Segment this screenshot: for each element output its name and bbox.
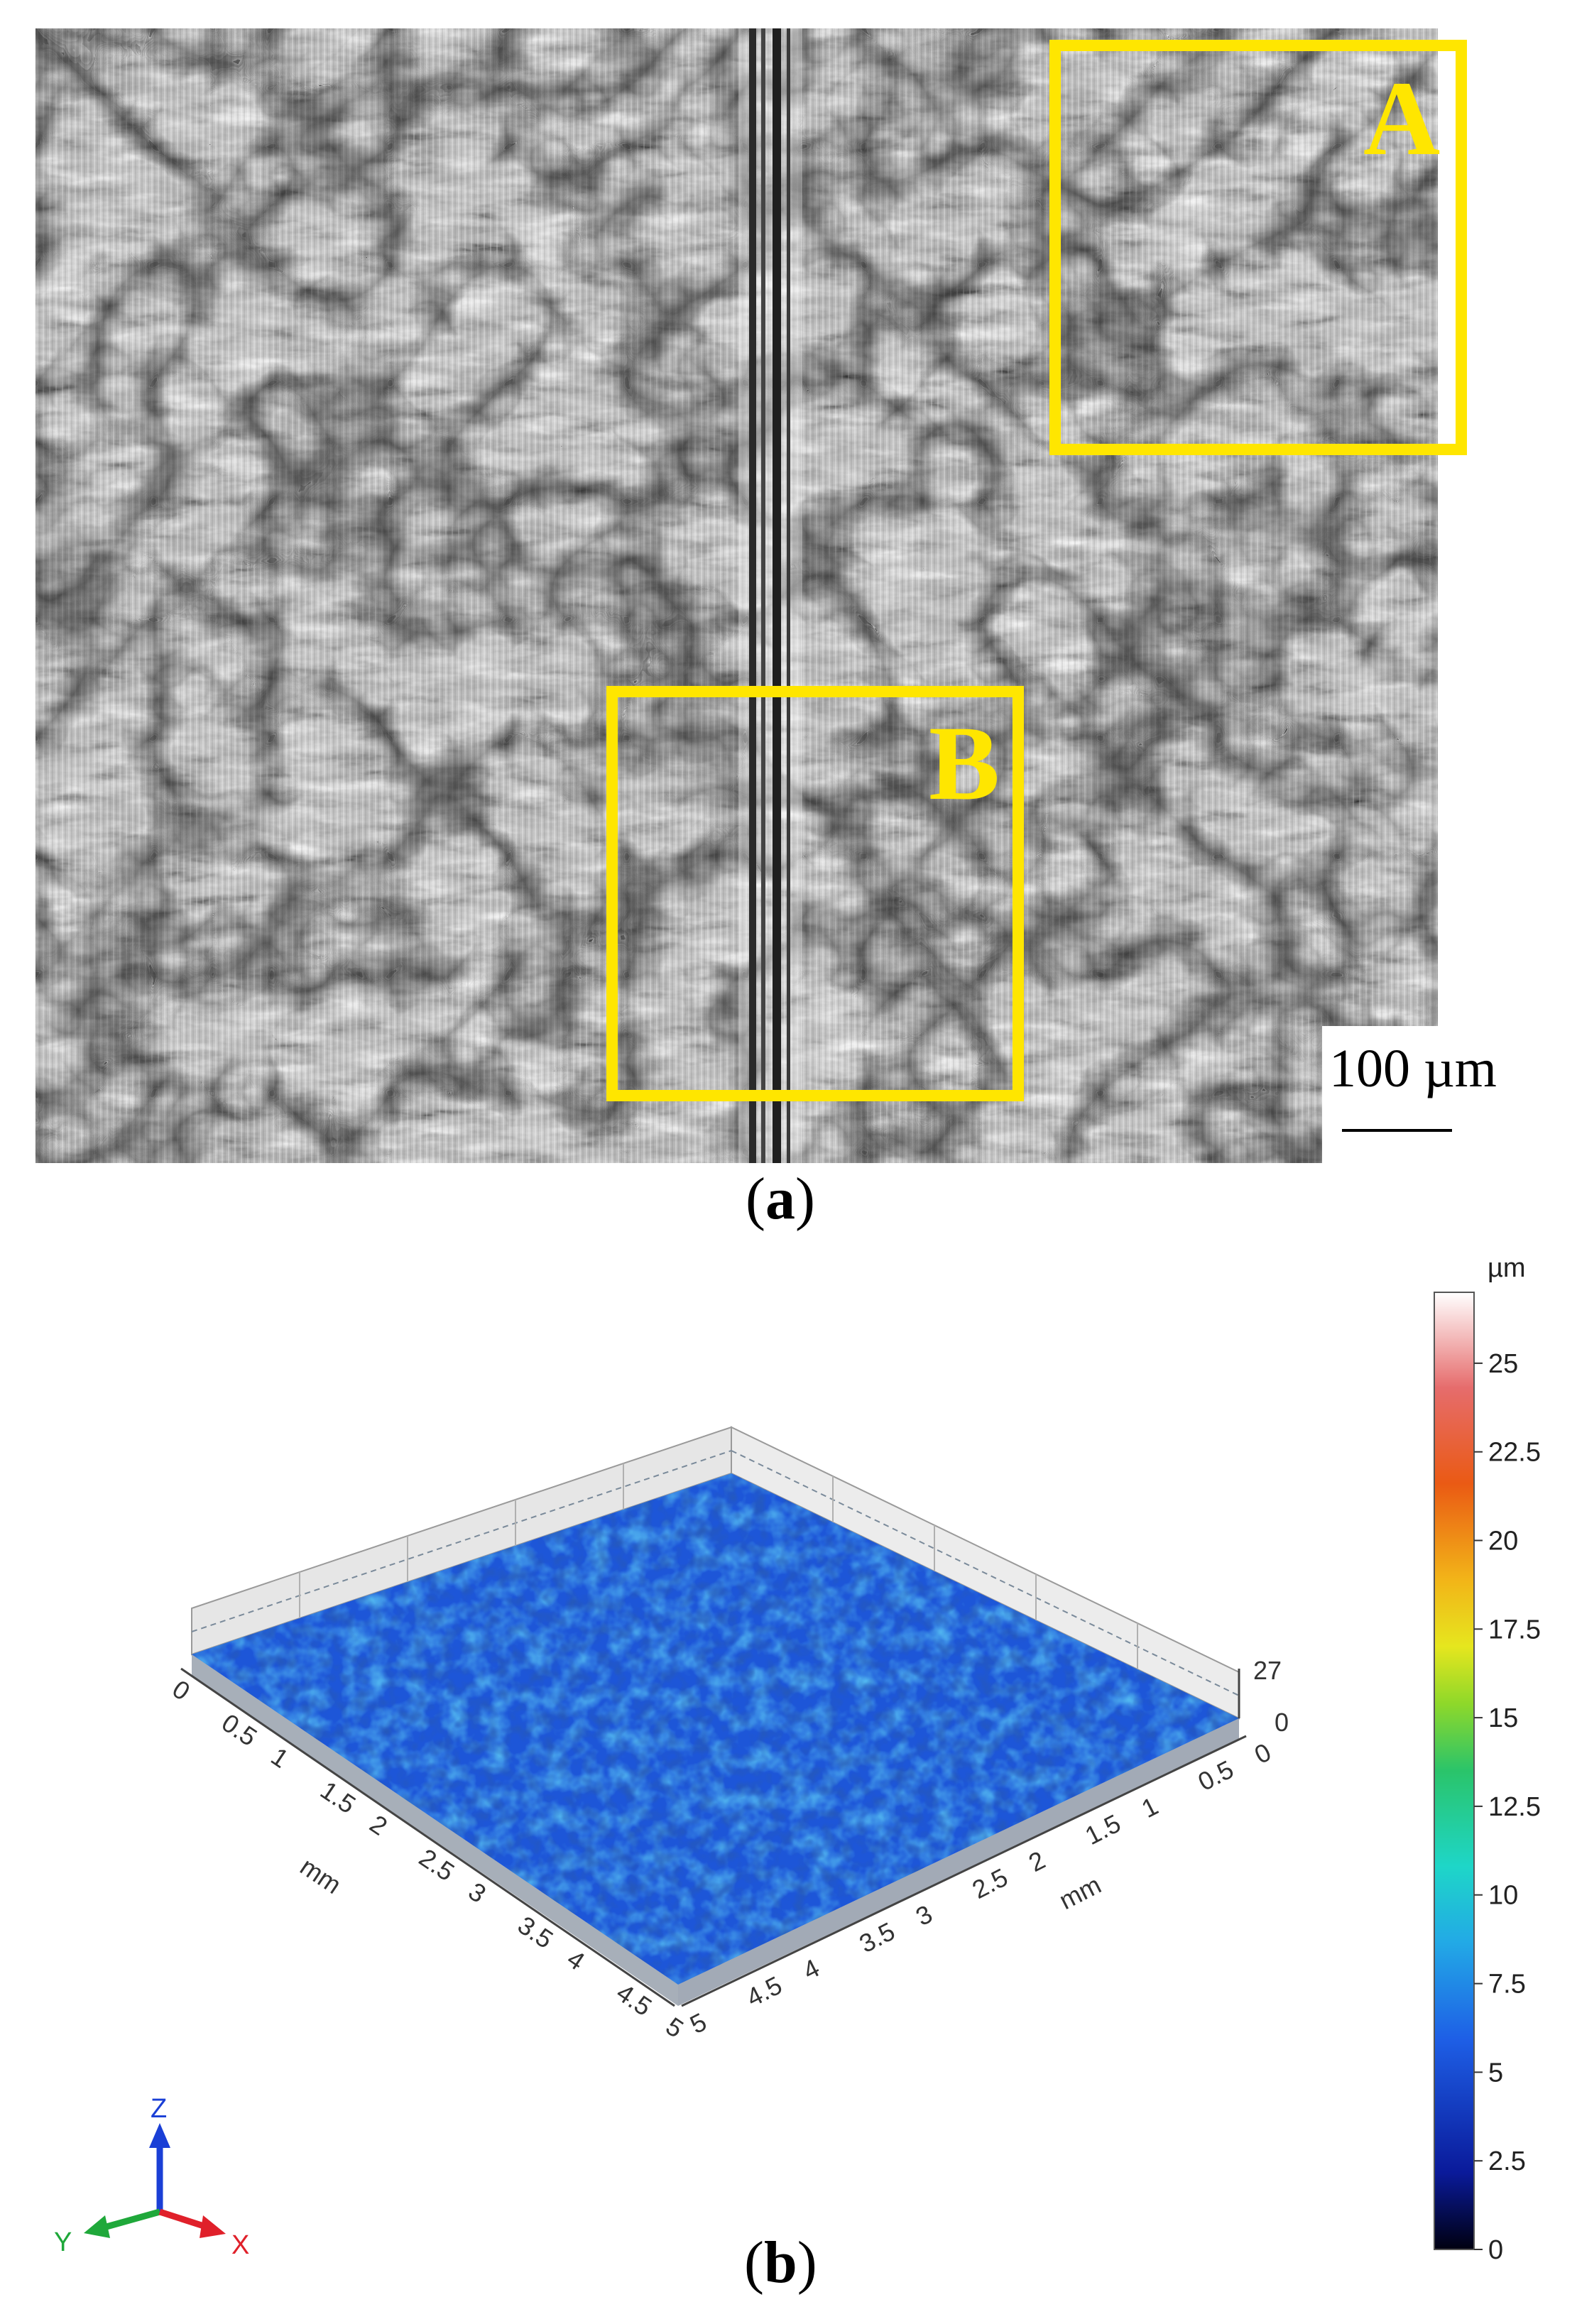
- scale-bar-label: 100 µm: [1329, 1039, 1497, 1098]
- y-axis-tick-label: 4.5: [742, 1970, 787, 2012]
- colorbar-ticks: 25 22.5 20 17.5 15 12.5 10 7.5 5 2.5 0: [1474, 1349, 1541, 2265]
- surface-3d-plot: 27 0 00.511.522.533.544.55 00.511.522.53…: [54, 1253, 1541, 2265]
- y-axis-tick-label: 1.5: [1081, 1809, 1125, 1850]
- surface-mesh: [192, 1473, 1239, 2006]
- axis-y-line: [681, 1735, 1247, 2007]
- caption-a: (a): [746, 1166, 815, 1232]
- axis-x-line: [180, 1667, 675, 2007]
- x-axis-tick-label: 1: [266, 1742, 295, 1774]
- colorbar-tick-label: 25: [1488, 1349, 1518, 1379]
- colorbar-tick-label: 22.5: [1488, 1438, 1541, 1468]
- z-max-label: 27: [1253, 1656, 1282, 1685]
- triad-x-label: X: [231, 2230, 249, 2260]
- y-axis-tick-label: 2.5: [968, 1862, 1013, 1904]
- colorbar-tick-label: 12.5: [1488, 1792, 1541, 1822]
- micrograph-image: [36, 28, 1438, 1163]
- triad-y-label: Y: [54, 2227, 72, 2257]
- x-axis-tick-label: 4: [562, 1944, 591, 1976]
- x-axis-tick-label: 5: [661, 2012, 689, 2044]
- y-axis-unit: mm: [1054, 1870, 1106, 1915]
- colorbar-tick-label: 15: [1488, 1703, 1518, 1733]
- micrograph-panel: [36, 28, 1438, 1163]
- colorbar-tick-label: 20: [1488, 1527, 1518, 1556]
- scale-bar-background: [1322, 1026, 1438, 1163]
- roi-label-b: B: [929, 704, 1000, 822]
- y-axis-tick-label: 0.5: [1194, 1755, 1238, 1796]
- x-axis-tick-label: 3: [464, 1877, 492, 1909]
- colorbar-tick-label: 5: [1488, 2058, 1503, 2088]
- colorbar-tick-label: 7.5: [1488, 1970, 1526, 2000]
- y-axis-tick-label: 2: [1024, 1845, 1049, 1878]
- roi-box-b: [606, 686, 1024, 1101]
- y-axis-tick-label: 3.5: [855, 1916, 900, 1958]
- colorbar-unit: µm: [1488, 1253, 1526, 1283]
- colorbar-tick-label: 10: [1488, 1881, 1518, 1911]
- y-axis-tick-label: 3: [911, 1899, 937, 1932]
- colorbar-tick-label: 17.5: [1488, 1615, 1541, 1644]
- scale-bar-line: [1342, 1129, 1452, 1132]
- triad-z-label: Z: [151, 2094, 167, 2124]
- y-axis-tick-label: 4: [798, 1953, 824, 1986]
- roi-box-a: [1049, 40, 1467, 455]
- colorbar-gradient: [1434, 1292, 1475, 2250]
- axis-triad: Z Y X: [54, 2094, 249, 2260]
- y-axis-tick-label: 0: [1250, 1737, 1275, 1770]
- x-axis-unit: mm: [295, 1852, 347, 1900]
- y-axis-tick-label: 1: [1137, 1791, 1162, 1824]
- x-axis-tick-label: 0: [168, 1674, 196, 1706]
- x-axis-tick-label: 2: [365, 1809, 393, 1841]
- colorbar-tick-label: 0: [1488, 2235, 1503, 2265]
- colorbar-tick-label: 2.5: [1488, 2146, 1526, 2176]
- roi-label-a: A: [1363, 60, 1441, 178]
- caption-b: (b): [744, 2230, 817, 2296]
- y-axis-tick-label: 5: [685, 2007, 711, 2040]
- z-min-label: 0: [1275, 1708, 1289, 1737]
